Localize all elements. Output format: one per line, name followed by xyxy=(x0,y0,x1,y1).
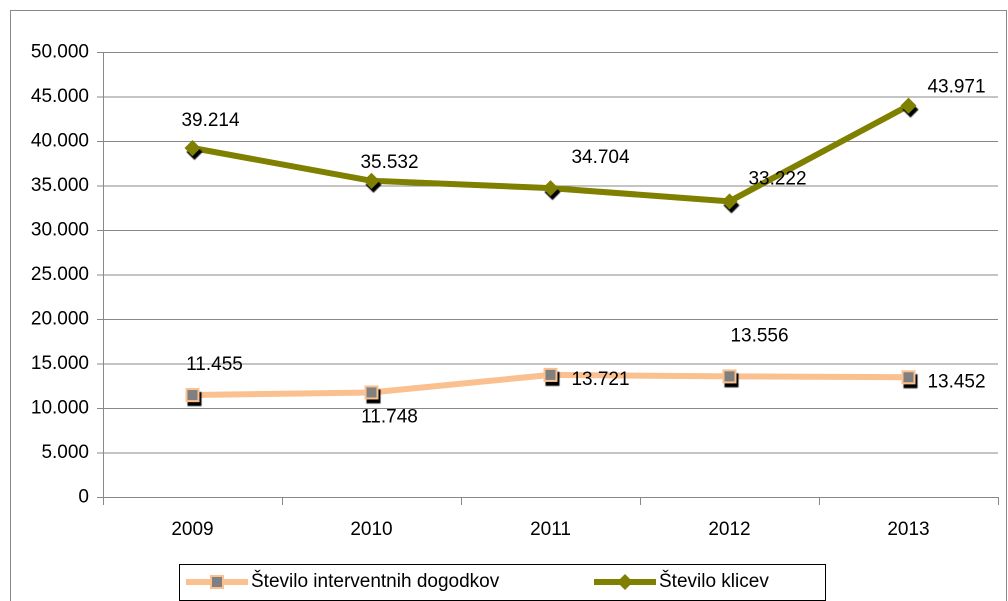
point-marker xyxy=(364,385,379,400)
chart-border xyxy=(10,10,1007,601)
data-label: 13.721 xyxy=(571,369,629,390)
x-tick-label: 2012 xyxy=(708,519,750,540)
legend-marker xyxy=(617,574,633,590)
y-tick-label: 35.000 xyxy=(31,175,89,196)
data-label: 13.452 xyxy=(927,371,985,392)
data-label: 13.556 xyxy=(730,325,788,346)
point-marker xyxy=(543,367,558,382)
point-marker xyxy=(185,388,200,403)
point-marker xyxy=(542,180,559,197)
point-marker xyxy=(901,370,916,385)
y-tick-label: 15.000 xyxy=(31,353,89,374)
legend-label: Število interventnih dogodkov xyxy=(251,570,500,592)
data-label: 39.214 xyxy=(181,110,240,131)
data-label: 11.748 xyxy=(361,406,418,427)
data-label: 11.455 xyxy=(186,354,243,375)
legend-label: Število klicev xyxy=(659,570,769,592)
point-marker xyxy=(722,369,737,384)
y-tick-label: 5.000 xyxy=(41,442,89,463)
y-tick-label: 50.000 xyxy=(31,42,89,63)
y-tick-label: 10.000 xyxy=(31,398,89,419)
x-tick-label: 2011 xyxy=(530,519,571,540)
data-label: 33.222 xyxy=(748,168,806,189)
legend-box xyxy=(179,564,826,601)
data-label: 43.971 xyxy=(927,77,985,98)
y-tick-label: 0 xyxy=(78,487,89,508)
y-tick-label: 25.000 xyxy=(31,264,89,285)
y-tick-label: 40.000 xyxy=(31,131,89,152)
y-tick-label: 20.000 xyxy=(31,309,89,330)
legend-marker xyxy=(210,575,224,589)
point-marker xyxy=(900,97,917,114)
point-marker xyxy=(721,193,738,210)
x-tick-label: 2009 xyxy=(171,519,213,540)
data-label: 35.532 xyxy=(360,152,418,173)
x-tick-label: 2013 xyxy=(887,519,929,540)
y-tick-label: 30.000 xyxy=(31,220,89,241)
data-label: 34.704 xyxy=(571,147,630,168)
x-tick-label: 2010 xyxy=(350,519,392,540)
point-marker xyxy=(184,139,201,156)
point-marker xyxy=(363,172,380,189)
y-tick-label: 45.000 xyxy=(31,86,89,107)
